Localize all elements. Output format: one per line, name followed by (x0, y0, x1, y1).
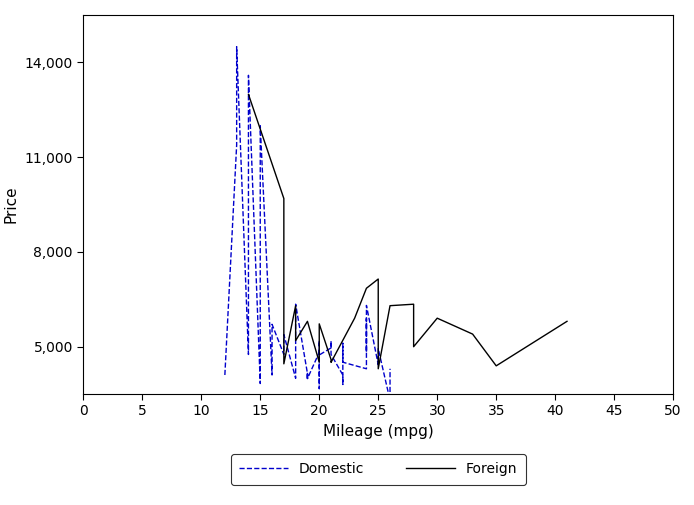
Domestic (280, 332, 288, 338)
Line: Foreign: Foreign (248, 94, 567, 369)
Domestic (374, 362, 382, 368)
Domestic (291, 301, 300, 307)
Foreign (374, 305, 382, 311)
Foreign (374, 366, 382, 372)
Domestic (339, 381, 347, 387)
Foreign (433, 315, 441, 321)
Domestic (280, 351, 288, 358)
Domestic (315, 337, 323, 343)
Domestic (362, 366, 371, 372)
Foreign (327, 357, 335, 363)
Legend: Domestic, Foreign: Domestic, Foreign (231, 454, 525, 484)
Domestic (362, 362, 371, 368)
Foreign (350, 315, 359, 321)
Y-axis label: Price: Price (4, 186, 19, 223)
Foreign (280, 195, 288, 201)
Domestic (303, 369, 312, 375)
Domestic (268, 372, 276, 378)
Domestic (232, 43, 241, 49)
Foreign (244, 91, 253, 97)
Foreign (409, 301, 418, 307)
Domestic (221, 372, 229, 378)
Domestic (256, 123, 264, 129)
Domestic (268, 321, 276, 327)
Domestic (374, 345, 382, 351)
Domestic (303, 373, 312, 379)
Foreign (291, 337, 300, 343)
Foreign (327, 360, 335, 366)
Foreign (468, 331, 477, 337)
Domestic (303, 376, 312, 382)
Domestic (244, 76, 253, 82)
Domestic (362, 302, 371, 309)
Domestic (339, 359, 347, 365)
Domestic (303, 377, 312, 383)
Domestic (244, 72, 253, 78)
Domestic (362, 349, 371, 356)
Domestic (315, 352, 323, 358)
Line: Domestic: Domestic (225, 46, 390, 400)
Foreign (409, 344, 418, 350)
Foreign (291, 302, 300, 309)
X-axis label: Mileage (mpg): Mileage (mpg) (323, 424, 434, 439)
Foreign (492, 363, 500, 369)
Domestic (315, 346, 323, 352)
Domestic (327, 351, 335, 358)
Domestic (327, 345, 335, 351)
Domestic (339, 372, 347, 378)
Foreign (374, 276, 382, 282)
Foreign (315, 321, 323, 327)
Domestic (244, 351, 253, 358)
Domestic (386, 366, 394, 372)
Domestic (386, 397, 394, 403)
Foreign (280, 361, 288, 367)
Domestic (315, 355, 323, 361)
Domestic (315, 386, 323, 392)
Domestic (362, 316, 371, 322)
Foreign (303, 318, 312, 324)
Domestic (327, 338, 335, 344)
Domestic (256, 380, 264, 386)
Domestic (315, 349, 323, 356)
Foreign (563, 318, 571, 324)
Domestic (303, 370, 312, 376)
Domestic (232, 142, 241, 148)
Foreign (386, 302, 394, 309)
Domestic (256, 285, 264, 291)
Foreign (315, 359, 323, 365)
Foreign (362, 285, 371, 291)
Domestic (244, 332, 253, 338)
Domestic (291, 375, 300, 381)
Domestic (339, 340, 347, 346)
